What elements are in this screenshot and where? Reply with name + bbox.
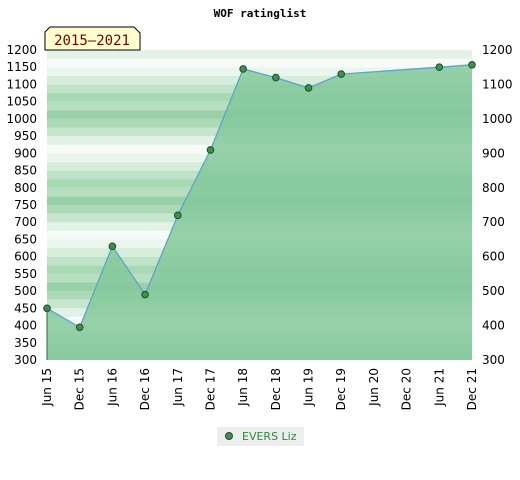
y-tick-label-right: 1200 (482, 43, 513, 57)
data-point (272, 73, 280, 82)
y-tick-label: 950 (14, 129, 37, 143)
x-tick-label: Jun 16 (105, 368, 119, 407)
series-markers (43, 61, 476, 332)
data-point (468, 61, 476, 69)
x-tick-label: Dec 21 (465, 368, 479, 410)
range-badge-label: 2015–2021 (54, 33, 130, 49)
data-point (304, 84, 313, 92)
data-point (173, 211, 182, 220)
y-tick-label: 500 (14, 284, 37, 298)
y-tick-label: 800 (14, 181, 37, 195)
legend: EVERS Liz (217, 427, 304, 446)
x-tick-label: Dec 15 (73, 368, 87, 410)
y-tick-label: 900 (14, 146, 37, 160)
x-tick-label: Dec 19 (334, 368, 348, 410)
y-tick-label-right: 400 (482, 319, 505, 333)
y-tick-label: 350 (14, 336, 37, 350)
data-point (108, 242, 117, 251)
y-tick-label: 400 (14, 319, 37, 333)
range-badge-box (44, 26, 141, 51)
x-tick-label: Jun 18 (236, 368, 250, 407)
range-badge: 2015–2021 (44, 26, 141, 51)
y-tick-label-right: 900 (482, 146, 505, 160)
y-tick-label: 600 (14, 250, 37, 264)
data-point (435, 63, 444, 72)
chart-title: WOF ratinglist (214, 7, 307, 20)
series-area (47, 64, 472, 361)
background-band (47, 67, 472, 76)
x-axis: Jun 15 Dec 15 Jun 16 Dec 16 Jun 17 Dec 17 Jun … (40, 368, 479, 410)
x-tick-label: Dec 17 (203, 368, 217, 410)
x-tick-label: Dec 16 (138, 368, 152, 410)
data-point (141, 290, 149, 299)
y-tick-label: 1200 (6, 43, 37, 57)
y-axis-right: 300 400 500 600 700 800 900 1000 1100 1200 (482, 43, 513, 367)
y-tick-label-right: 600 (482, 250, 505, 264)
legend-box (217, 427, 304, 446)
x-tick-label: Jun 20 (367, 368, 381, 407)
y-tick-label-right: 700 (482, 215, 505, 229)
data-point (337, 70, 346, 78)
y-tick-label: 1150 (6, 60, 37, 74)
legend-label: EVERS Liz (242, 430, 297, 443)
y-tick-label-right: 500 (482, 284, 505, 298)
x-tick-label: Dec 18 (269, 368, 283, 410)
y-tick-label: 550 (14, 267, 37, 281)
y-tick-label: 1100 (6, 77, 37, 91)
y-axis-left: 300 350 400 450 500 550 600 650 700 750 800 850 900 9… (6, 43, 37, 367)
y-tick-label-right: 300 (482, 353, 505, 367)
x-tick-label: Jun 21 (432, 368, 446, 407)
x-tick-label: Dec 20 (400, 368, 414, 410)
y-tick-label-right: 1000 (482, 112, 513, 126)
y-tick-label: 700 (14, 215, 37, 229)
y-tick-label: 650 (14, 232, 37, 246)
x-tick-label: Jun 17 (171, 368, 185, 407)
background-band (47, 50, 472, 59)
y-tick-label: 300 (14, 353, 37, 367)
y-tick-label: 850 (14, 164, 37, 178)
background-band (47, 58, 472, 68)
y-tick-label: 1000 (6, 112, 37, 126)
x-tick-label: Jun 19 (302, 368, 316, 407)
x-tick-label: Jun 15 (40, 368, 54, 407)
data-point (239, 65, 247, 73)
data-point (75, 323, 84, 332)
y-tick-label-right: 1100 (482, 77, 513, 91)
y-tick-label: 450 (14, 301, 37, 315)
y-tick-label: 750 (14, 198, 37, 212)
data-point (206, 146, 215, 154)
legend-marker (225, 432, 233, 440)
y-tick-label-right: 800 (482, 181, 505, 195)
series-line (46, 64, 473, 329)
y-tick-label: 1050 (6, 95, 37, 109)
